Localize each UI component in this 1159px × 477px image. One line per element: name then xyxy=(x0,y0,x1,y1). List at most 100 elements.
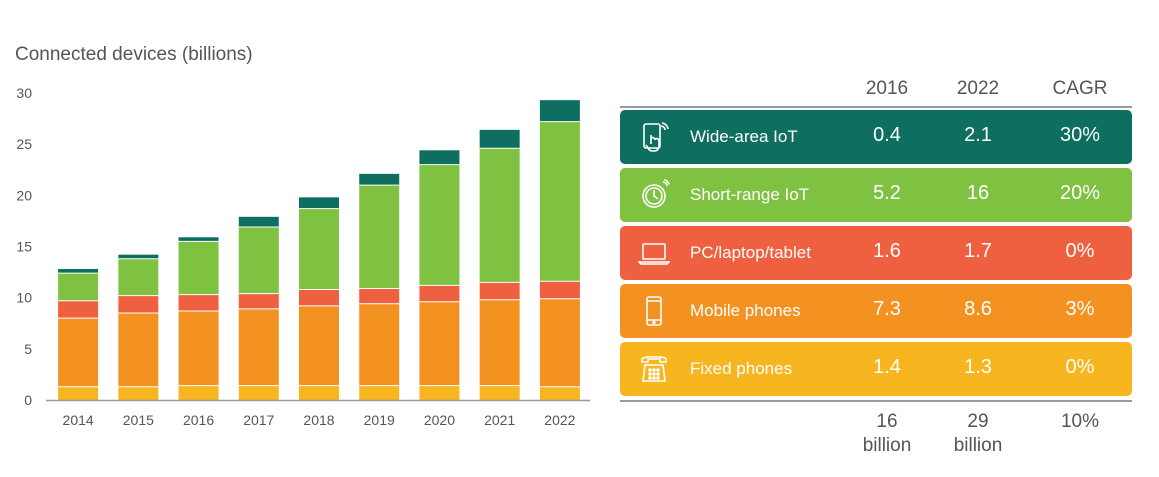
y-tick-label: 0 xyxy=(24,392,32,408)
x-tick-label: 2020 xyxy=(424,412,455,428)
total-2016-value: 16 xyxy=(842,410,932,434)
tablet-touch-icon xyxy=(638,121,670,153)
bar-segment-wide-area-iot-2015 xyxy=(118,255,158,259)
mobile-phone-icon xyxy=(638,295,670,327)
bar-segment-wide-area-iot-2020 xyxy=(419,150,459,164)
x-tick-label: 2021 xyxy=(484,412,515,428)
total-2016: 16 billion xyxy=(842,410,932,458)
bar-segment-mobile-phones-2022 xyxy=(540,299,580,387)
row-fixed-phones: Fixed phones 1.4 1.3 0% xyxy=(620,342,1132,396)
bar-segment-pc-laptop-tablet-2021 xyxy=(480,282,520,299)
bar-segment-pc-laptop-tablet-2019 xyxy=(359,288,399,303)
bar-segment-short-range-iot-2021 xyxy=(480,148,520,282)
bar-segment-fixed-phones-2018 xyxy=(299,386,339,400)
row-short-range-iot: Short-range IoT 5.2 16 20% xyxy=(620,168,1132,222)
bar-segment-pc-laptop-tablet-2015 xyxy=(118,296,158,313)
value-cagr: 3% xyxy=(1035,298,1125,321)
bar-segment-wide-area-iot-2016 xyxy=(179,237,219,241)
bar-segment-mobile-phones-2020 xyxy=(419,302,459,386)
value-2022: 16 xyxy=(933,182,1023,205)
total-cagr: 10% xyxy=(1035,410,1125,434)
bar-segment-fixed-phones-2015 xyxy=(118,387,158,400)
bar-segment-wide-area-iot-2022 xyxy=(540,100,580,121)
value-cagr: 30% xyxy=(1035,124,1125,147)
value-2022: 1.7 xyxy=(933,240,1023,263)
y-tick-label: 15 xyxy=(16,239,32,255)
row-label: Short-range IoT xyxy=(690,185,809,205)
y-tick-label: 10 xyxy=(16,290,32,306)
laptop-icon xyxy=(638,237,670,269)
bar-segment-short-range-iot-2019 xyxy=(359,185,399,288)
bar-segment-short-range-iot-2020 xyxy=(419,165,459,286)
total-2022: 29 billion xyxy=(933,410,1023,458)
bar-segment-short-range-iot-2018 xyxy=(299,209,339,290)
x-tick-label: 2016 xyxy=(183,412,214,428)
bar-segment-wide-area-iot-2018 xyxy=(299,197,339,208)
value-cagr: 0% xyxy=(1035,356,1125,379)
bar-segment-mobile-phones-2016 xyxy=(179,311,219,386)
footer-divider xyxy=(620,400,1132,402)
bar-segment-pc-laptop-tablet-2017 xyxy=(239,294,279,309)
bar-segment-short-range-iot-2022 xyxy=(540,122,580,282)
row-label: Mobile phones xyxy=(690,301,801,321)
x-tick-label: 2022 xyxy=(544,412,575,428)
bar-segment-pc-laptop-tablet-2018 xyxy=(299,289,339,305)
bar-segment-wide-area-iot-2017 xyxy=(239,217,279,227)
bar-segment-mobile-phones-2015 xyxy=(118,313,158,387)
bar-segment-pc-laptop-tablet-2022 xyxy=(540,281,580,298)
bar-segment-pc-laptop-tablet-2020 xyxy=(419,285,459,301)
row-mobile-phones: Mobile phones 7.3 8.6 3% xyxy=(620,284,1132,338)
value-cagr: 0% xyxy=(1035,240,1125,263)
stacked-bar-chart: 0 5 10 15 20 25 30 2014 2015 2016 2017 2018 2019 2020… xyxy=(0,0,600,477)
row-wide-area-iot: Wide-area IoT 0.4 2.1 30% xyxy=(620,110,1132,164)
bar-segment-mobile-phones-2019 xyxy=(359,304,399,386)
x-tick-label: 2018 xyxy=(303,412,334,428)
bar-segment-fixed-phones-2019 xyxy=(359,386,399,400)
y-tick-label: 5 xyxy=(24,341,32,357)
row-label: Wide-area IoT xyxy=(690,127,798,147)
value-2022: 8.6 xyxy=(933,298,1023,321)
bar-segment-pc-laptop-tablet-2014 xyxy=(58,301,98,318)
row-pc-laptop-tablet: PC/laptop/tablet 1.6 1.7 0% xyxy=(620,226,1132,280)
value-2016: 5.2 xyxy=(842,182,932,205)
bar-segment-mobile-phones-2017 xyxy=(239,309,279,386)
value-2016: 1.4 xyxy=(842,356,932,379)
x-tick-label: 2019 xyxy=(364,412,395,428)
bar-segment-mobile-phones-2014 xyxy=(58,318,98,387)
bar-segment-wide-area-iot-2021 xyxy=(480,130,520,148)
bar-segment-fixed-phones-2020 xyxy=(419,386,459,400)
total-2016-unit: billion xyxy=(842,434,932,458)
bar-segment-fixed-phones-2021 xyxy=(480,386,520,400)
x-tick-label: 2015 xyxy=(123,412,154,428)
header-divider xyxy=(620,106,1132,108)
y-tick-label: 20 xyxy=(16,187,32,203)
y-tick-label: 25 xyxy=(16,136,32,152)
row-label: PC/laptop/tablet xyxy=(690,243,811,263)
x-tick-label: 2014 xyxy=(63,412,94,428)
value-2022: 1.3 xyxy=(933,356,1023,379)
bar-segment-short-range-iot-2016 xyxy=(179,241,219,294)
value-2022: 2.1 xyxy=(933,124,1023,147)
bar-segment-fixed-phones-2017 xyxy=(239,386,279,400)
y-tick-label: 30 xyxy=(16,85,32,101)
bar-segment-wide-area-iot-2014 xyxy=(58,269,98,273)
bar-segment-short-range-iot-2014 xyxy=(58,273,98,301)
value-cagr: 20% xyxy=(1035,182,1125,205)
value-2016: 1.6 xyxy=(842,240,932,263)
bar-segment-short-range-iot-2015 xyxy=(118,259,158,296)
value-2016: 0.4 xyxy=(842,124,932,147)
value-2016: 7.3 xyxy=(842,298,932,321)
total-2022-value: 29 xyxy=(933,410,1023,434)
bar-segment-fixed-phones-2016 xyxy=(179,386,219,400)
header-2022: 2022 xyxy=(933,78,1023,100)
x-tick-label: 2017 xyxy=(243,412,274,428)
bar-segment-mobile-phones-2018 xyxy=(299,306,339,386)
bar-segment-wide-area-iot-2019 xyxy=(359,174,399,185)
bar-segment-fixed-phones-2022 xyxy=(540,387,580,400)
bar-segment-pc-laptop-tablet-2016 xyxy=(179,295,219,311)
desk-phone-icon xyxy=(638,353,670,385)
total-2022-unit: billion xyxy=(933,434,1023,458)
watch-icon xyxy=(638,179,670,211)
bar-segment-short-range-iot-2017 xyxy=(239,227,279,294)
row-label: Fixed phones xyxy=(690,359,792,379)
